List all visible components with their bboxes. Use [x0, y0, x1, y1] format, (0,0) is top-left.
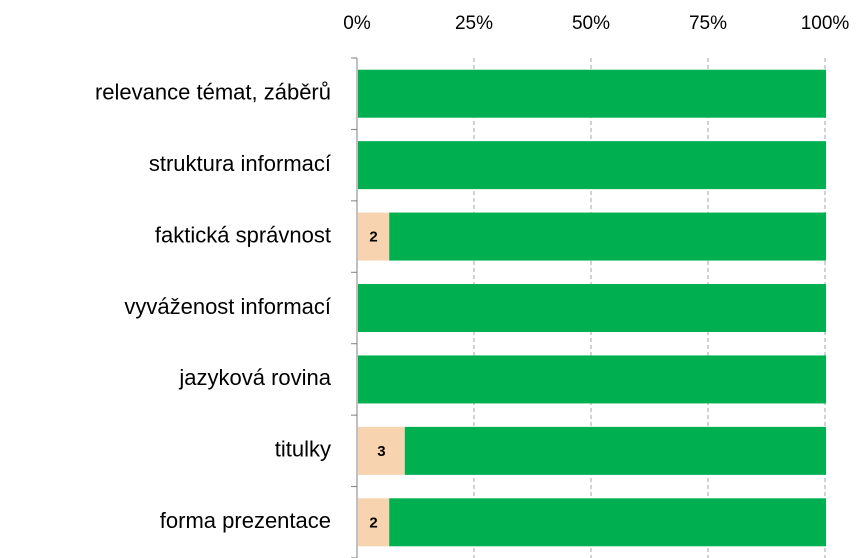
bar-segment	[389, 212, 826, 261]
bar-segment	[358, 355, 826, 404]
y-tick-label: forma prezentace	[160, 508, 331, 533]
x-tick-label: 100%	[801, 13, 850, 34]
bar-segment	[358, 212, 390, 261]
bar-segment	[358, 284, 826, 332]
x-tick-label: 25%	[455, 13, 493, 34]
x-tick-label: 0%	[343, 13, 371, 34]
y-tick-label: struktura informací	[149, 151, 331, 176]
y-tick-label: titulky	[275, 437, 331, 462]
y-tick-label: relevance témat, záběrů	[95, 80, 331, 105]
y-tick-label: faktická správnost	[155, 222, 331, 247]
data-label: 2	[369, 229, 377, 246]
bar-segment	[358, 69, 826, 118]
data-label: 2	[369, 514, 377, 531]
x-tick-label: 75%	[689, 13, 727, 34]
bar-segment	[404, 426, 826, 475]
x-tick-label: 50%	[572, 13, 610, 34]
bar-segment	[358, 426, 405, 475]
bar-segment	[389, 498, 826, 547]
y-tick-label: jazyková rovina	[178, 365, 331, 390]
bar-segment	[358, 498, 390, 547]
data-label: 3	[377, 443, 385, 460]
y-tick-label: vyváženost informací	[124, 294, 331, 319]
bar-segment	[358, 141, 826, 190]
